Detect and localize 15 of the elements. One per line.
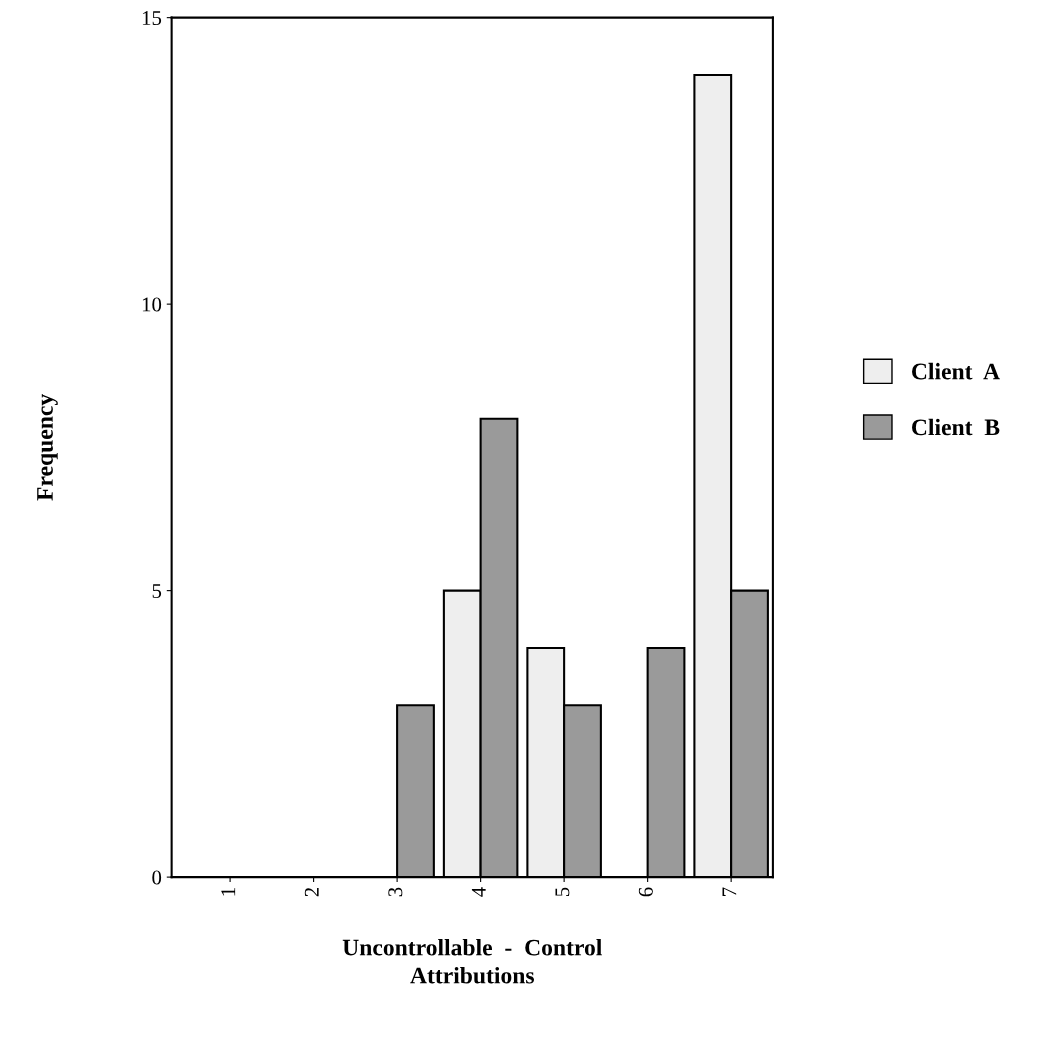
x-tick-label: 2 [304,887,319,897]
x-axis-title: Uncontrollable - Control Attributions [342,938,602,984]
y-tick-label: 10 [142,297,162,312]
x-tick-label: 1 [221,888,236,896]
legend-label: Client B [912,418,1000,436]
x-tick-label: 5 [555,887,570,897]
x-tick-label: 7 [722,887,737,896]
x-tick-label: 4 [471,887,486,897]
x-tick-label: 6 [638,887,653,897]
y-axis-title: Frequency [37,394,58,501]
legend-label: Client A [912,362,1000,380]
y-tick-label: 15 [142,11,162,26]
y-tick-label: 0 [152,870,162,885]
x-tick-label: 3 [388,887,403,897]
y-tick-label: 5 [152,584,162,599]
